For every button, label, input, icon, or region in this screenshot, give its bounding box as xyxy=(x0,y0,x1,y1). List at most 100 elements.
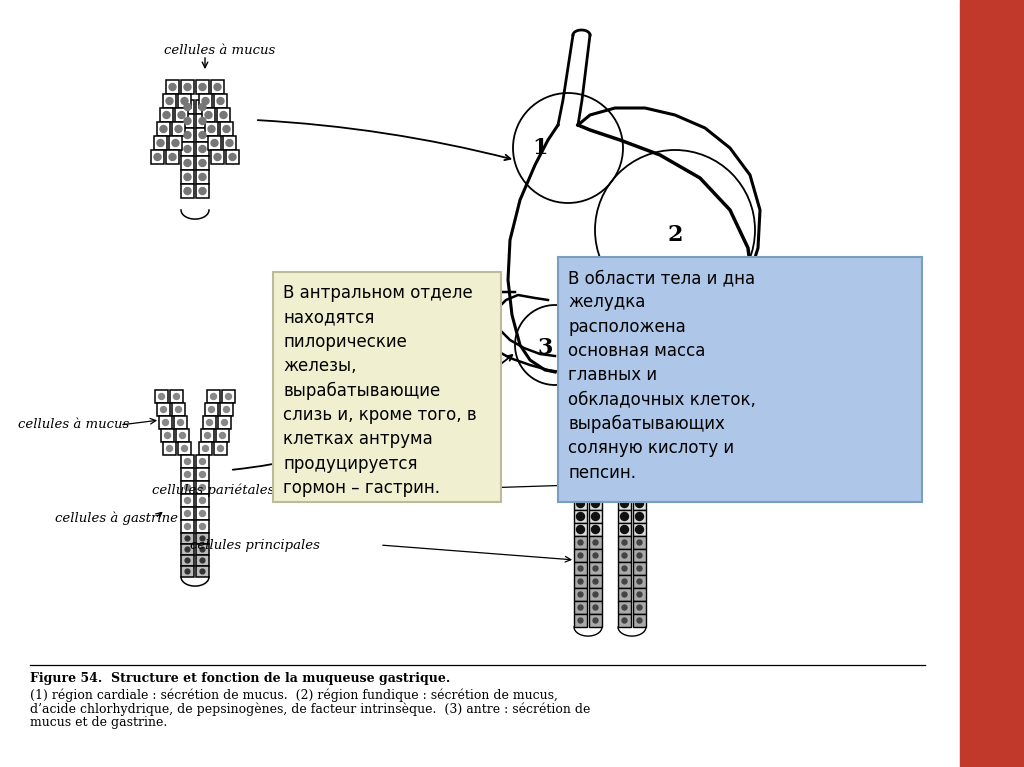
Circle shape xyxy=(622,592,627,597)
Circle shape xyxy=(622,553,627,558)
Bar xyxy=(222,390,234,403)
Circle shape xyxy=(621,434,629,443)
Text: cellules à mucus: cellules à mucus xyxy=(165,44,275,57)
Bar xyxy=(574,575,587,588)
Circle shape xyxy=(166,97,173,104)
Bar xyxy=(181,555,194,566)
Bar xyxy=(205,122,218,136)
Bar xyxy=(618,588,631,601)
Circle shape xyxy=(577,499,585,508)
Circle shape xyxy=(205,111,212,118)
Bar xyxy=(196,142,209,156)
Circle shape xyxy=(181,446,187,452)
Circle shape xyxy=(621,447,629,456)
Text: 2: 2 xyxy=(668,224,683,246)
Bar xyxy=(618,562,631,575)
Bar xyxy=(214,442,227,455)
Text: В области тела и дна
желудка
расположена
основная масса
главных и
обкладочных кл: В области тела и дна желудка расположена… xyxy=(568,269,756,482)
Bar xyxy=(172,403,185,416)
Bar xyxy=(574,445,587,458)
Bar xyxy=(196,468,209,481)
Circle shape xyxy=(184,498,190,503)
Bar xyxy=(574,523,587,536)
Circle shape xyxy=(622,384,628,390)
Bar xyxy=(589,510,602,523)
Bar xyxy=(181,533,194,544)
Bar xyxy=(589,393,602,406)
Bar xyxy=(589,588,602,601)
Bar xyxy=(159,416,172,429)
Bar xyxy=(574,471,587,484)
Circle shape xyxy=(209,407,214,413)
Bar xyxy=(633,562,646,575)
Bar xyxy=(157,122,170,136)
Bar xyxy=(166,150,179,164)
Circle shape xyxy=(199,187,206,195)
Circle shape xyxy=(200,459,206,465)
Bar xyxy=(589,549,602,562)
Bar xyxy=(574,549,587,562)
Circle shape xyxy=(163,420,169,426)
Bar xyxy=(633,536,646,549)
Circle shape xyxy=(185,558,189,563)
Bar xyxy=(181,455,194,468)
Circle shape xyxy=(199,131,206,139)
Circle shape xyxy=(184,173,191,180)
Bar xyxy=(163,442,176,455)
Circle shape xyxy=(199,117,206,124)
Circle shape xyxy=(637,553,642,558)
Circle shape xyxy=(167,446,172,452)
Bar xyxy=(181,544,194,555)
Bar xyxy=(574,601,587,614)
Bar xyxy=(589,536,602,549)
Circle shape xyxy=(578,566,583,571)
Bar xyxy=(589,458,602,471)
Bar xyxy=(155,390,168,403)
Bar xyxy=(633,614,646,627)
Bar xyxy=(633,523,646,536)
Circle shape xyxy=(159,393,165,400)
Bar xyxy=(618,445,631,458)
Circle shape xyxy=(621,460,629,469)
Text: cellules à mucus: cellules à mucus xyxy=(627,419,738,432)
Circle shape xyxy=(184,84,191,91)
Bar xyxy=(220,122,233,136)
Bar xyxy=(208,136,221,150)
Circle shape xyxy=(163,111,170,118)
Circle shape xyxy=(211,140,218,146)
Bar xyxy=(196,520,209,533)
Bar xyxy=(178,442,191,455)
Bar xyxy=(181,494,194,507)
Bar xyxy=(589,484,602,497)
Circle shape xyxy=(622,397,628,403)
Circle shape xyxy=(622,605,627,610)
Bar xyxy=(633,458,646,471)
Bar xyxy=(181,170,194,184)
Circle shape xyxy=(185,569,189,574)
Bar xyxy=(574,393,587,406)
Bar xyxy=(589,562,602,575)
Circle shape xyxy=(593,579,598,584)
Bar xyxy=(220,403,233,416)
Bar xyxy=(211,80,224,94)
Circle shape xyxy=(592,473,599,482)
Bar xyxy=(214,94,227,108)
Circle shape xyxy=(637,605,642,610)
Circle shape xyxy=(185,547,189,552)
Circle shape xyxy=(593,540,598,545)
Circle shape xyxy=(220,111,227,118)
Circle shape xyxy=(200,472,206,478)
Circle shape xyxy=(593,605,598,610)
Circle shape xyxy=(184,472,190,478)
Circle shape xyxy=(160,126,167,133)
Circle shape xyxy=(636,460,643,469)
Bar xyxy=(181,520,194,533)
Circle shape xyxy=(199,160,206,166)
Bar xyxy=(618,523,631,536)
Circle shape xyxy=(589,374,602,387)
Text: (1) région cardiale : sécrétion de mucus.  (2) région fundique : sécrétion de mu: (1) région cardiale : sécrétion de mucus… xyxy=(30,688,558,702)
Bar xyxy=(618,432,631,445)
Text: cellules pariétales ou bordantes: cellules pariétales ou bordantes xyxy=(152,483,368,497)
Bar xyxy=(196,555,209,566)
Bar xyxy=(175,108,188,122)
